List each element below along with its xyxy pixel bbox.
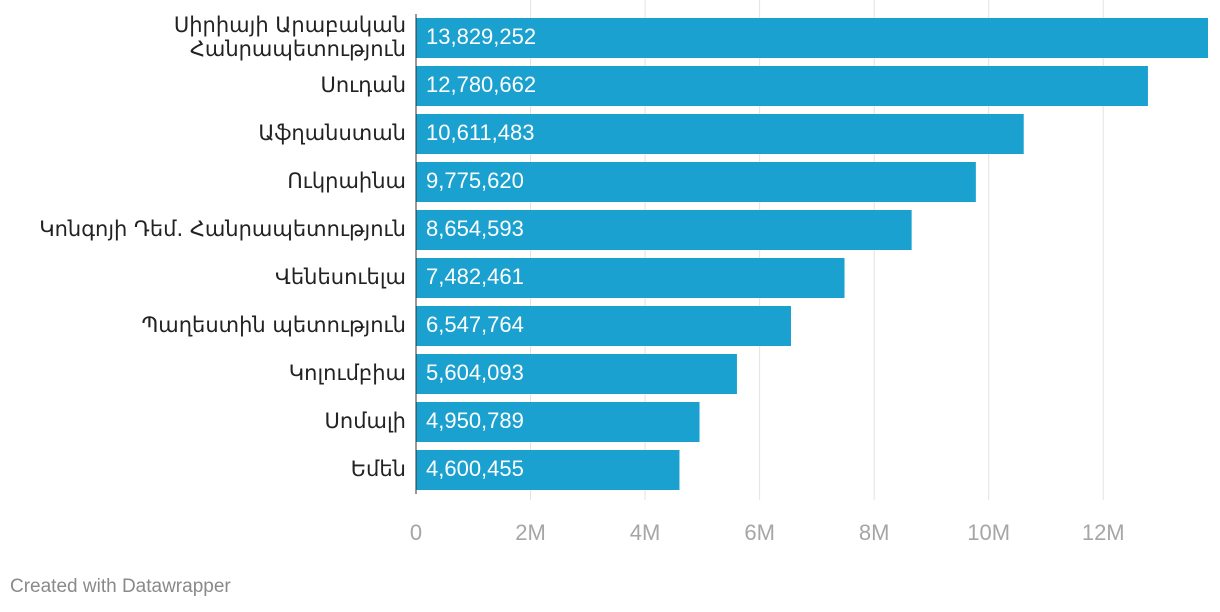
x-tick-label: 12M [1082,520,1125,545]
x-axis-tick-labels: 0 2M 4M 6M 8M 10M 12M [410,520,1125,545]
bar [416,114,1024,154]
value-labels: 13,829,252 12,780,662 10,611,483 9,775,620 8… [426,24,536,481]
bar [416,258,845,298]
category-label: Սիրիայի Արաբական Հանրապետություն [174,13,406,61]
bar [416,162,976,202]
bar [416,402,700,442]
bar-value-label: 8,654,593 [426,216,524,241]
category-label-line: Եմեն [351,457,406,481]
x-tick-label: 8M [859,520,890,545]
x-tick-label: 4M [630,520,661,545]
category-label-line: Հանրապետություն [190,37,406,61]
bar-value-label: 7,482,461 [426,264,524,289]
bar [416,210,912,250]
bar-value-label: 12,780,662 [426,72,536,97]
category-label: Աֆղանստան [258,121,406,145]
bar-value-label: 5,604,093 [426,360,524,385]
bar-value-label: 6,547,764 [426,312,524,337]
bar [416,18,1208,58]
category-label-line: Կոլումբիա [289,361,406,385]
category-label-line: Սիրիայի Արաբական [174,13,406,37]
category-label: Կոլումբիա [289,361,406,385]
category-label-line: Ուկրաինա [287,169,406,193]
bar-value-label: 9,775,620 [426,168,524,193]
category-label-line: Պաղեստին պետություն [141,313,406,337]
x-tick-label: 6M [744,520,775,545]
bar [416,306,791,346]
bars [416,18,1208,490]
category-label: Եմեն [351,457,406,481]
category-label-line: Կոնգոյի Դեմ. Հանրապետություն [39,217,406,241]
category-label: Վենեսուելա [275,265,406,289]
category-label: Սոմալի [325,409,406,433]
bar-value-label: 4,950,789 [426,408,524,433]
category-label-line: Աֆղանստան [258,121,406,145]
bar-value-label: 13,829,252 [426,24,536,49]
category-label-line: Վենեսուելա [275,265,406,289]
category-label: Պաղեստին պետություն [141,313,406,337]
bar-value-label: 10,611,483 [426,120,534,145]
category-label: Կոնգոյի Դեմ. Հանրապետություն [39,217,406,241]
bar [416,66,1148,106]
x-tick-label: 10M [967,520,1010,545]
category-label-line: Սոմալի [325,409,406,433]
category-label: Ուկրաինա [287,169,406,193]
category-label-line: Սուդան [321,73,407,97]
x-tick-label: 2M [515,520,546,545]
bar-value-label: 4,600,455 [426,456,524,481]
bar [416,354,737,394]
category-labels: Սիրիայի Արաբական Հանրապետություն Սուդան Աֆղ… [39,13,406,481]
bar [416,450,680,490]
datawrapper-credit: Created with Datawrapper [10,576,231,597]
category-label: Սուդան [321,73,407,97]
x-tick-label: 0 [410,520,422,545]
